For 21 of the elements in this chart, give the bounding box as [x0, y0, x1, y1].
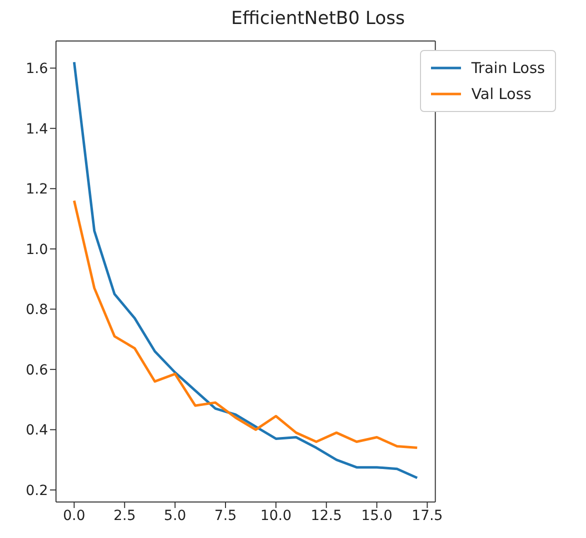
y-tick-label: 1.4 — [26, 121, 48, 138]
x-tick-label: 5.0 — [164, 508, 186, 524]
line-series — [72, 60, 418, 480]
legend-label: Train Loss — [471, 58, 545, 79]
y-tick-label: 0.4 — [26, 422, 48, 439]
y-tick-label: 1.0 — [26, 242, 48, 258]
y-tick-label: 1.2 — [26, 182, 48, 198]
line-series — [72, 199, 418, 450]
y-tick-label: 0.8 — [26, 302, 48, 318]
x-tick-label: 15.0 — [361, 508, 392, 524]
x-tick-label: 7.5 — [214, 508, 237, 524]
x-tick-label: 2.5 — [113, 508, 136, 524]
legend-label: Val Loss — [471, 84, 532, 105]
y-tick-label: 0.2 — [26, 482, 48, 499]
chart-title: EfficientNetB0 Loss — [230, 8, 406, 31]
x-tick-label: 12.5 — [310, 508, 342, 524]
x-tick-label: 10.0 — [260, 508, 292, 524]
x-tick-label: 0.0 — [63, 508, 86, 524]
x-tick-label: 17.5 — [412, 508, 443, 524]
y-tick-label: 0.6 — [26, 362, 48, 378]
y-tick-label: 1.6 — [26, 61, 48, 78]
